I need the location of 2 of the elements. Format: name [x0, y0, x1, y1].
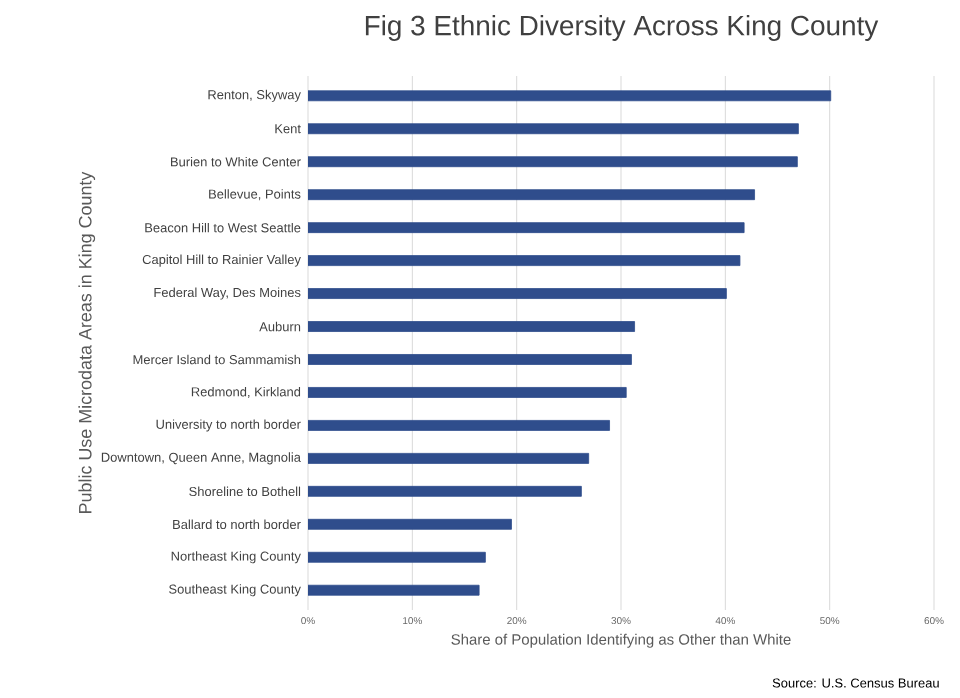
chart-title: Fig 3 Ethnic Diversity Across King County: [365, 15, 879, 41]
y-axis-title: Public Use Microdata Areas in King County: [78, 171, 96, 513]
